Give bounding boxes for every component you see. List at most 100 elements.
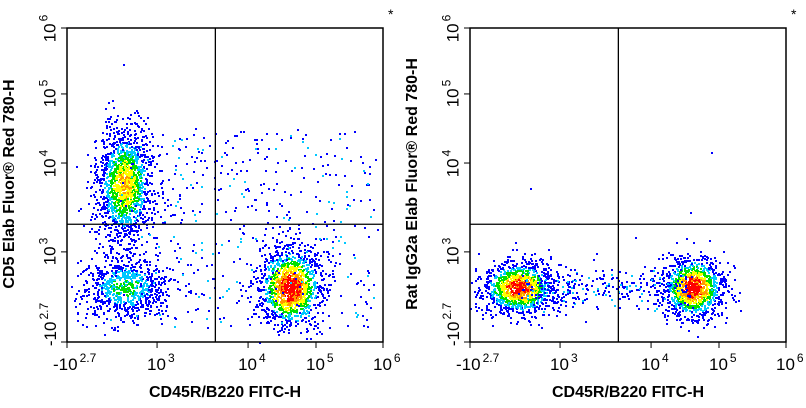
event-point (276, 216, 278, 218)
event-point (275, 247, 277, 249)
event-point (91, 228, 93, 230)
event-point (368, 272, 370, 274)
event-point (102, 206, 104, 208)
event-point (262, 240, 264, 242)
event-point (284, 277, 286, 279)
event-point (130, 278, 132, 280)
event-point (107, 234, 109, 236)
event-point (133, 322, 135, 324)
event-point (536, 272, 538, 274)
event-point (118, 253, 120, 255)
event-point (329, 327, 331, 329)
event-point (119, 210, 121, 212)
event-point (294, 265, 296, 267)
event-point (142, 218, 144, 220)
event-point (132, 273, 134, 275)
event-point (110, 319, 112, 321)
event-point (160, 284, 162, 286)
event-point (96, 306, 98, 308)
event-point (503, 273, 505, 275)
event-point (369, 166, 371, 168)
event-point (111, 287, 113, 289)
event-point (290, 282, 292, 284)
event-point (192, 187, 194, 189)
event-point (254, 139, 256, 141)
event-point (480, 295, 482, 297)
event-point (120, 159, 122, 161)
event-point (515, 265, 517, 267)
event-point (129, 315, 131, 317)
event-point (314, 253, 316, 255)
event-point (309, 273, 311, 275)
event-point (121, 287, 123, 289)
event-point (316, 333, 318, 335)
event-point (141, 277, 143, 279)
event-point (276, 263, 278, 265)
event-point (146, 193, 148, 195)
event-point (129, 147, 131, 149)
event-point (146, 212, 148, 214)
event-point (157, 145, 159, 147)
event-point (124, 160, 126, 162)
event-point (197, 308, 199, 310)
event-point (529, 306, 531, 308)
event-point (143, 205, 145, 207)
event-point (108, 102, 110, 104)
event-point (299, 250, 301, 252)
event-point (552, 307, 554, 309)
event-point (314, 321, 316, 323)
event-point (86, 313, 88, 315)
event-point (126, 220, 128, 222)
event-point (105, 121, 107, 123)
event-point (470, 308, 472, 310)
event-point (272, 289, 274, 291)
event-point (77, 313, 79, 315)
event-point (290, 269, 292, 271)
event-point (180, 207, 182, 209)
event-point (534, 307, 536, 309)
event-point (216, 160, 218, 162)
event-point (256, 281, 258, 283)
event-point (201, 186, 203, 188)
event-point (278, 282, 280, 284)
event-point (179, 247, 181, 249)
event-point (124, 278, 126, 280)
event-point (547, 264, 549, 266)
event-point (116, 234, 118, 236)
event-point (312, 293, 314, 295)
event-point (117, 301, 119, 303)
event-point (491, 284, 493, 286)
event-point (148, 302, 150, 304)
event-point (320, 272, 322, 274)
event-point (262, 247, 264, 249)
event-point (175, 165, 177, 167)
event-point (95, 163, 97, 165)
event-point (111, 270, 113, 272)
event-point (106, 125, 108, 127)
event-point (106, 271, 108, 273)
event-point (103, 312, 105, 314)
event-point (271, 293, 273, 295)
event-point (110, 129, 112, 131)
event-point (115, 197, 117, 199)
event-point (135, 294, 137, 296)
event-point (484, 285, 486, 287)
event-point (168, 179, 170, 181)
event-point (117, 190, 119, 192)
event-point (283, 217, 285, 219)
event-point (111, 275, 113, 277)
event-point (132, 299, 134, 301)
plot-cd5-vs-b220: * CD5 Elab Fluor® Red 780-H CD45R/B220 F… (1, 6, 401, 401)
event-point (517, 321, 519, 323)
event-point (127, 117, 129, 119)
event-point (123, 134, 125, 136)
event-point (126, 127, 128, 129)
event-point (128, 205, 130, 207)
event-point (267, 280, 269, 282)
event-point (137, 200, 139, 202)
event-point (255, 278, 257, 280)
event-point (324, 304, 326, 306)
event-point (491, 291, 493, 293)
event-point (96, 314, 98, 316)
event-point (133, 304, 135, 306)
